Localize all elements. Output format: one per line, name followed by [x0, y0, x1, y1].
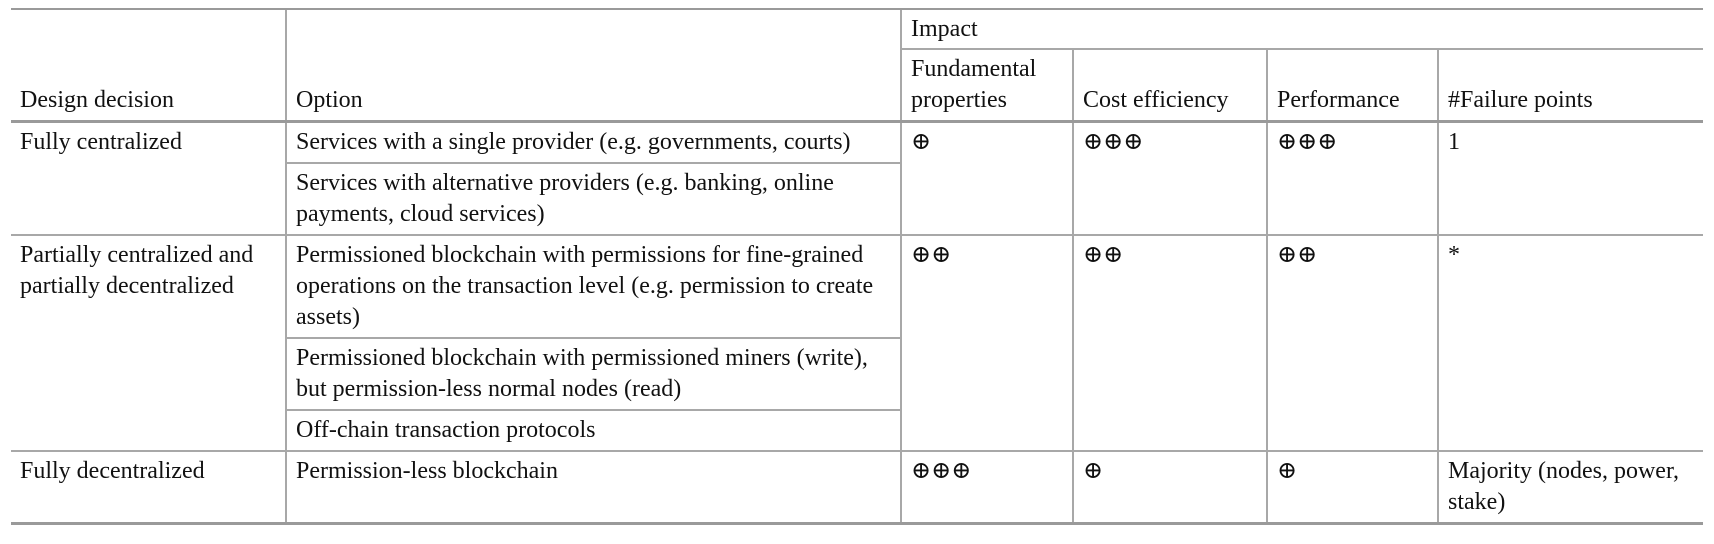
table-row: Permissioned blockchain with permissione… [11, 338, 1703, 411]
table-row: Off-chain transaction protocols [11, 410, 1703, 452]
option-cell: Services with alternative providers (e.g… [285, 163, 901, 236]
failure-points-cell: 1 [1436, 121, 1704, 236]
option-cell: Off-chain transaction protocols [285, 410, 901, 452]
header-option: Option [285, 8, 901, 123]
fundamental-rating: ⊕⊕⊕ [900, 451, 1073, 525]
option-cell: Permissioned blockchain with permissione… [285, 338, 901, 411]
decision-cell: Fully decentralized [11, 451, 286, 525]
table-row: Fully decentralized Permission-less bloc… [11, 451, 1704, 525]
header-design-decision: Design decision [11, 8, 286, 123]
failure-points-cell: Majority (nodes, power, stake) [1436, 451, 1704, 525]
header-performance: Performance [1266, 49, 1438, 123]
header-fundamental-properties: Fundamental properties [900, 49, 1073, 123]
fundamental-rating: ⊕ [900, 121, 1073, 236]
performance-rating: ⊕⊕⊕ [1266, 121, 1438, 236]
cost-rating: ⊕ [1072, 451, 1267, 525]
failure-points-cell: * [1436, 235, 1704, 452]
decision-cell: Fully centralized [11, 121, 286, 236]
performance-rating: ⊕ [1266, 451, 1438, 525]
header-cost-efficiency: Cost efficiency [1072, 49, 1267, 123]
decision-cell: Partially centralized and partially dece… [11, 235, 286, 452]
fundamental-rating: ⊕⊕ [900, 235, 1073, 452]
performance-rating: ⊕⊕ [1266, 235, 1438, 452]
table-row: Services with alternative providers (e.g… [11, 163, 1703, 236]
table-row: Partially centralized and partially dece… [11, 235, 1704, 452]
option-cell: Permission-less blockchain [285, 451, 901, 525]
design-decision-table: Design decision Option Impact Fundamenta… [11, 8, 1704, 525]
table-row: Fully centralized Services with a single… [11, 121, 1704, 236]
option-cell: Services with a single provider (e.g. go… [285, 121, 901, 164]
cost-rating: ⊕⊕ [1072, 235, 1267, 452]
option-cell: Permissioned blockchain with permissions… [285, 235, 901, 339]
header-failure-points: #Failure points [1436, 49, 1704, 123]
cost-rating: ⊕⊕⊕ [1072, 121, 1267, 236]
header-impact: Impact [899, 8, 1704, 50]
